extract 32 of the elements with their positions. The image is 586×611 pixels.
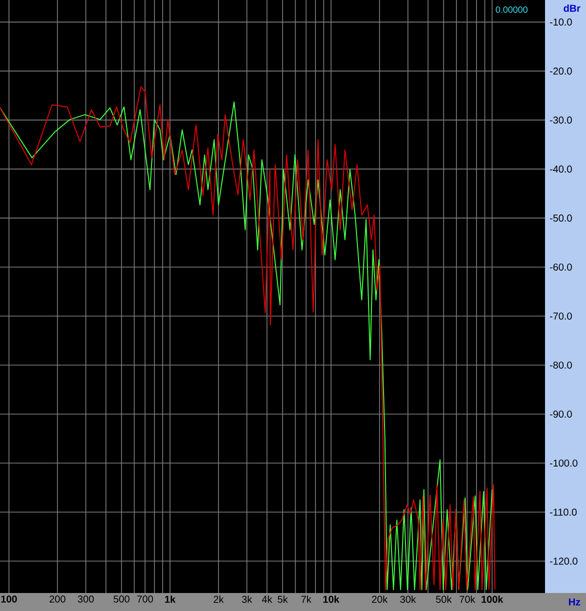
y-tick-label: -110.0 (550, 508, 577, 516)
annotation: 0.00000 (496, 6, 528, 13)
y-tick-label: -40.0 (550, 166, 572, 173)
x-tick-label: 50k (436, 596, 452, 603)
y-tick-label: -70.0 (550, 312, 572, 320)
x-tick-label: 7k (301, 596, 312, 603)
x-tick-label: 100 (1, 596, 17, 603)
x-axis-title: Hz (568, 598, 580, 606)
y-tick-label: -10.0 (550, 18, 572, 26)
y-tick-label: -50.0 (550, 214, 572, 222)
x-tick-label: 1k (165, 596, 176, 603)
y-tick-label: -80.0 (550, 362, 572, 369)
y-axis-title: dBr (564, 4, 580, 12)
x-tick-label: 3k (242, 596, 252, 603)
x-tick-label: 2k (214, 596, 224, 603)
x-tick-label: 200 (50, 596, 66, 603)
x-tick-label: 5k (278, 596, 288, 603)
x-tick-label: 100k (482, 596, 504, 603)
x-tick-label: 700 (137, 596, 153, 603)
y-tick-label: -30.0 (550, 116, 572, 124)
y-tick-label: -20.0 (550, 68, 572, 75)
y-tick-label: -90.0 (550, 410, 572, 418)
x-tick-label: 70k (460, 596, 476, 603)
y-tick-label: -120.0 (550, 558, 578, 565)
x-tick-label: 20k (372, 596, 388, 603)
y-tick-label: -60.0 (550, 264, 572, 271)
x-tick-label: 500 (114, 596, 130, 603)
y-tick-label: -100.0 (550, 460, 578, 467)
x-tick-label: 10k (323, 596, 340, 603)
x-tick-label: 300 (78, 596, 94, 603)
x-tick-label: 30k (400, 596, 416, 603)
x-tick-label: 4k (262, 596, 272, 603)
